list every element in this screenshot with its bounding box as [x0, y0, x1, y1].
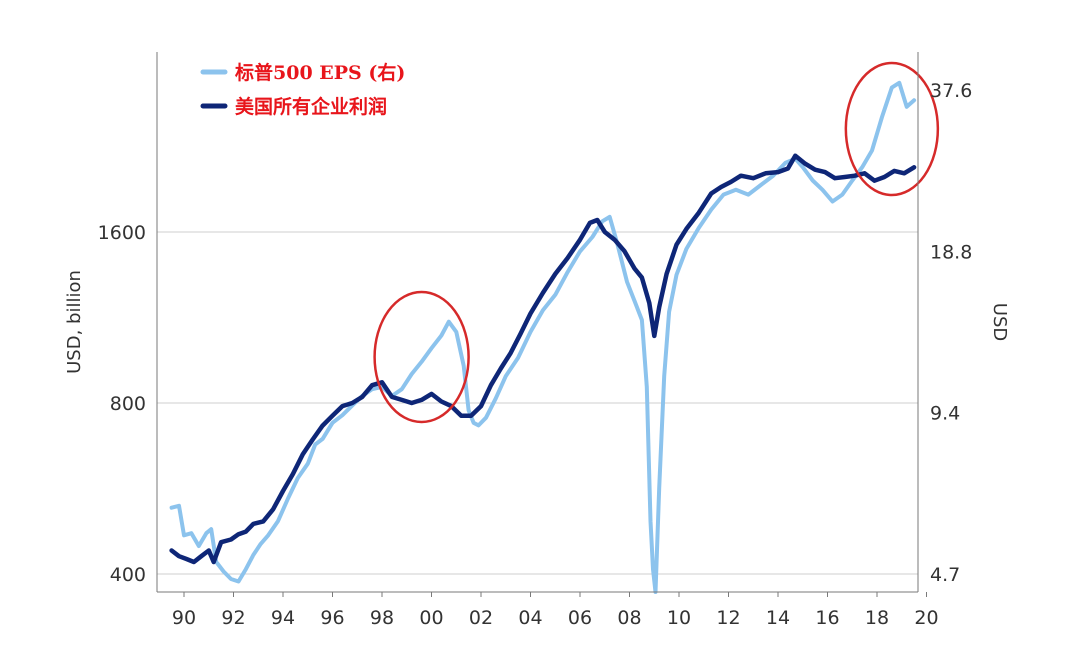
x-tick-label: 92: [221, 607, 245, 629]
series-line-sp500-eps: [169, 80, 917, 594]
legend: 标普500 EPS (右) 美国所有企业利润: [200, 61, 405, 118]
x-tick-label: 12: [716, 607, 740, 629]
x-tick-label: 90: [172, 607, 196, 629]
legend-label-us-profits: 美国所有企业利润: [235, 95, 387, 118]
right-tick-label: 37.6: [930, 80, 972, 102]
right-tick-label: 4.7: [930, 564, 960, 586]
highlight-ellipse: [844, 61, 940, 197]
x-tick-label: 98: [370, 607, 394, 629]
x-tick-label: 96: [320, 607, 344, 629]
x-tick-label: 16: [815, 607, 839, 629]
x-tick-label: 94: [271, 607, 295, 629]
x-tick-label: 08: [617, 607, 641, 629]
series-line-us-profits: [169, 153, 917, 565]
series-layer: [169, 80, 917, 594]
x-tick-label: 00: [419, 607, 443, 629]
left-tick-labels: 400 800 1600: [98, 222, 146, 586]
x-tick-label: 02: [469, 607, 493, 629]
right-tick-label: 18.8: [930, 241, 972, 263]
x-tick-label: 20: [914, 607, 938, 629]
right-tick-labels: 4.7 9.4 18.8 37.6: [930, 80, 972, 586]
x-tick-label: 10: [667, 607, 691, 629]
left-tick-label: 1600: [98, 222, 146, 244]
x-tick-label: 18: [865, 607, 889, 629]
left-tick-label: 800: [110, 393, 146, 415]
left-tick-label: 400: [110, 564, 146, 586]
x-tick-label: 06: [568, 607, 592, 629]
right-tick-label: 9.4: [930, 403, 960, 425]
x-tick-label: 14: [766, 607, 790, 629]
x-tick-label: 04: [518, 607, 542, 629]
legend-label-sp500-eps: 标普500 EPS (右): [235, 61, 405, 84]
left-axis-title: USD, billion: [64, 270, 85, 374]
annotation-layer: [373, 61, 940, 424]
gridlines: [157, 231, 918, 575]
x-tick-labels: 90 92 94 96 98 00 02 04 06 08 10 12 14 16 18 20: [172, 592, 939, 629]
right-axis-title: USD: [989, 303, 1010, 341]
highlight-ellipse: [373, 290, 470, 424]
